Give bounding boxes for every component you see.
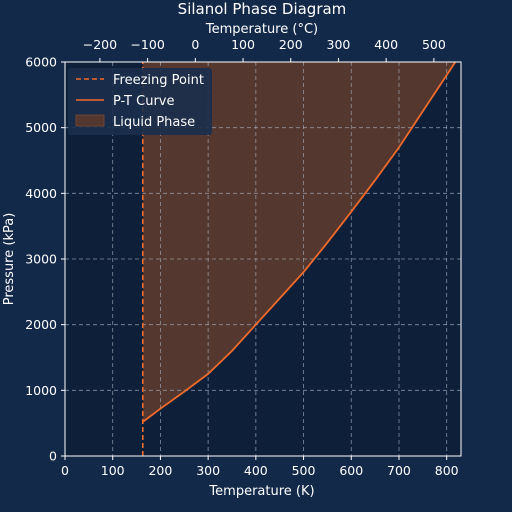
y-tick-label: 2000 bbox=[25, 317, 57, 332]
x-tick-label: 400 bbox=[244, 463, 268, 478]
y-tick-label: 0 bbox=[49, 449, 57, 464]
x-axis-label: Temperature (K) bbox=[208, 484, 314, 499]
x-tick-label: 800 bbox=[435, 463, 459, 478]
legend-label-freezing-point: Freezing Point bbox=[113, 73, 204, 88]
x-tick-label: 200 bbox=[148, 463, 172, 478]
x-tick-label: 300 bbox=[196, 463, 220, 478]
y-axis-label: Pressure (kPa) bbox=[2, 213, 17, 306]
top-tick-label: 200 bbox=[279, 37, 303, 52]
y-tick-label: 3000 bbox=[25, 252, 57, 267]
x-tick-label: 500 bbox=[292, 463, 316, 478]
top-tick-label: −200 bbox=[83, 37, 117, 52]
y-tick-label: 4000 bbox=[25, 186, 57, 201]
x-tick-label: 100 bbox=[101, 463, 125, 478]
legend-label-pt-curve: P-T Curve bbox=[113, 94, 174, 109]
x-tick-label: 0 bbox=[61, 463, 69, 478]
liquid-phase-area bbox=[142, 62, 456, 422]
y-tick-label: 1000 bbox=[25, 383, 57, 398]
top-tick-label: 500 bbox=[422, 37, 446, 52]
legend: Freezing Point P-T Curve Liquid Phase bbox=[68, 68, 212, 135]
chart-title: Silanol Phase Diagram bbox=[178, 0, 347, 18]
y-tick-label: 6000 bbox=[25, 55, 57, 70]
top-axis-label: Temperature (°C) bbox=[205, 22, 318, 37]
pt-curve-line bbox=[142, 61, 457, 423]
y-tick-label: 5000 bbox=[25, 120, 57, 135]
top-tick-label: 300 bbox=[327, 37, 351, 52]
x-tick-label: 600 bbox=[339, 463, 363, 478]
legend-label-liquid-phase: Liquid Phase bbox=[113, 115, 195, 130]
legend-swatch-liquid-phase bbox=[75, 114, 105, 127]
top-tick-label: 100 bbox=[231, 37, 255, 52]
top-tick-label: 400 bbox=[374, 37, 398, 52]
top-tick-label: −100 bbox=[130, 37, 164, 52]
top-tick-label: 0 bbox=[191, 37, 199, 52]
x-tick-label: 700 bbox=[387, 463, 411, 478]
